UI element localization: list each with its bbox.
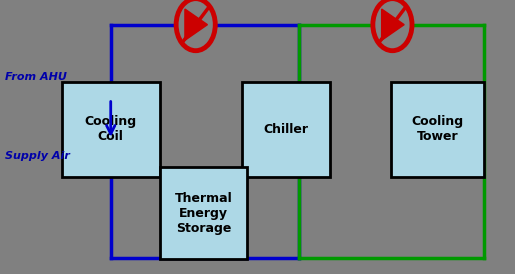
Bar <box>160 167 247 259</box>
Bar <box>62 82 160 177</box>
Polygon shape <box>382 9 404 40</box>
Ellipse shape <box>176 0 215 51</box>
Bar <box>242 82 330 177</box>
Text: Supply Air: Supply Air <box>5 151 70 161</box>
Polygon shape <box>185 9 208 40</box>
Text: Thermal
Energy
Storage: Thermal Energy Storage <box>175 192 232 235</box>
Text: Cooling
Coil: Cooling Coil <box>84 115 137 144</box>
Ellipse shape <box>373 0 412 51</box>
Text: Cooling
Tower: Cooling Tower <box>411 115 464 144</box>
Text: From AHU: From AHU <box>5 72 67 82</box>
Text: Chiller: Chiller <box>263 123 308 136</box>
Bar <box>391 82 484 177</box>
